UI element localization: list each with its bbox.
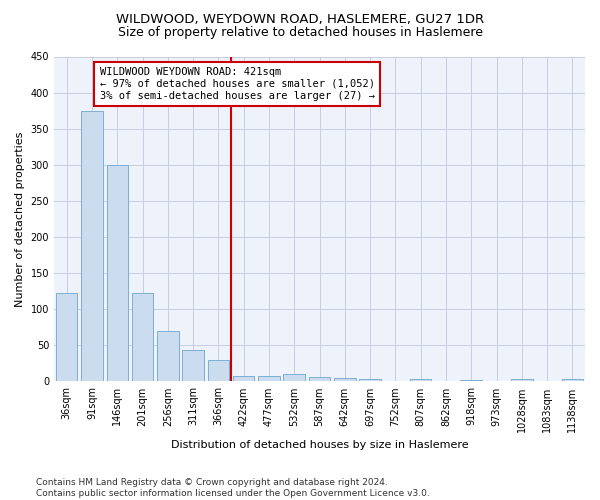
Bar (283, 374, 305, 382)
Bar (258, 376, 280, 382)
Y-axis label: Number of detached properties: Number of detached properties (15, 132, 25, 306)
Bar (410, 380, 431, 382)
Bar (511, 380, 533, 382)
Bar (562, 380, 583, 382)
Bar (359, 378, 381, 382)
X-axis label: Distribution of detached houses by size in Haslemere: Distribution of detached houses by size … (171, 440, 469, 450)
Bar (157, 331, 179, 382)
Bar (208, 360, 229, 382)
Bar (81, 110, 103, 382)
Text: WILDWOOD WEYDOWN ROAD: 421sqm
← 97% of detached houses are smaller (1,052)
3% of: WILDWOOD WEYDOWN ROAD: 421sqm ← 97% of d… (100, 68, 374, 100)
Bar (233, 376, 254, 382)
Bar (56, 292, 77, 382)
Text: Contains HM Land Registry data © Crown copyright and database right 2024.
Contai: Contains HM Land Registry data © Crown c… (36, 478, 430, 498)
Bar (182, 350, 204, 382)
Bar (460, 380, 482, 382)
Text: WILDWOOD, WEYDOWN ROAD, HASLEMERE, GU27 1DR: WILDWOOD, WEYDOWN ROAD, HASLEMERE, GU27 … (116, 12, 484, 26)
Text: Size of property relative to detached houses in Haslemere: Size of property relative to detached ho… (118, 26, 482, 39)
Bar (309, 377, 330, 382)
Bar (132, 292, 153, 382)
Bar (107, 165, 128, 382)
Bar (334, 378, 356, 382)
